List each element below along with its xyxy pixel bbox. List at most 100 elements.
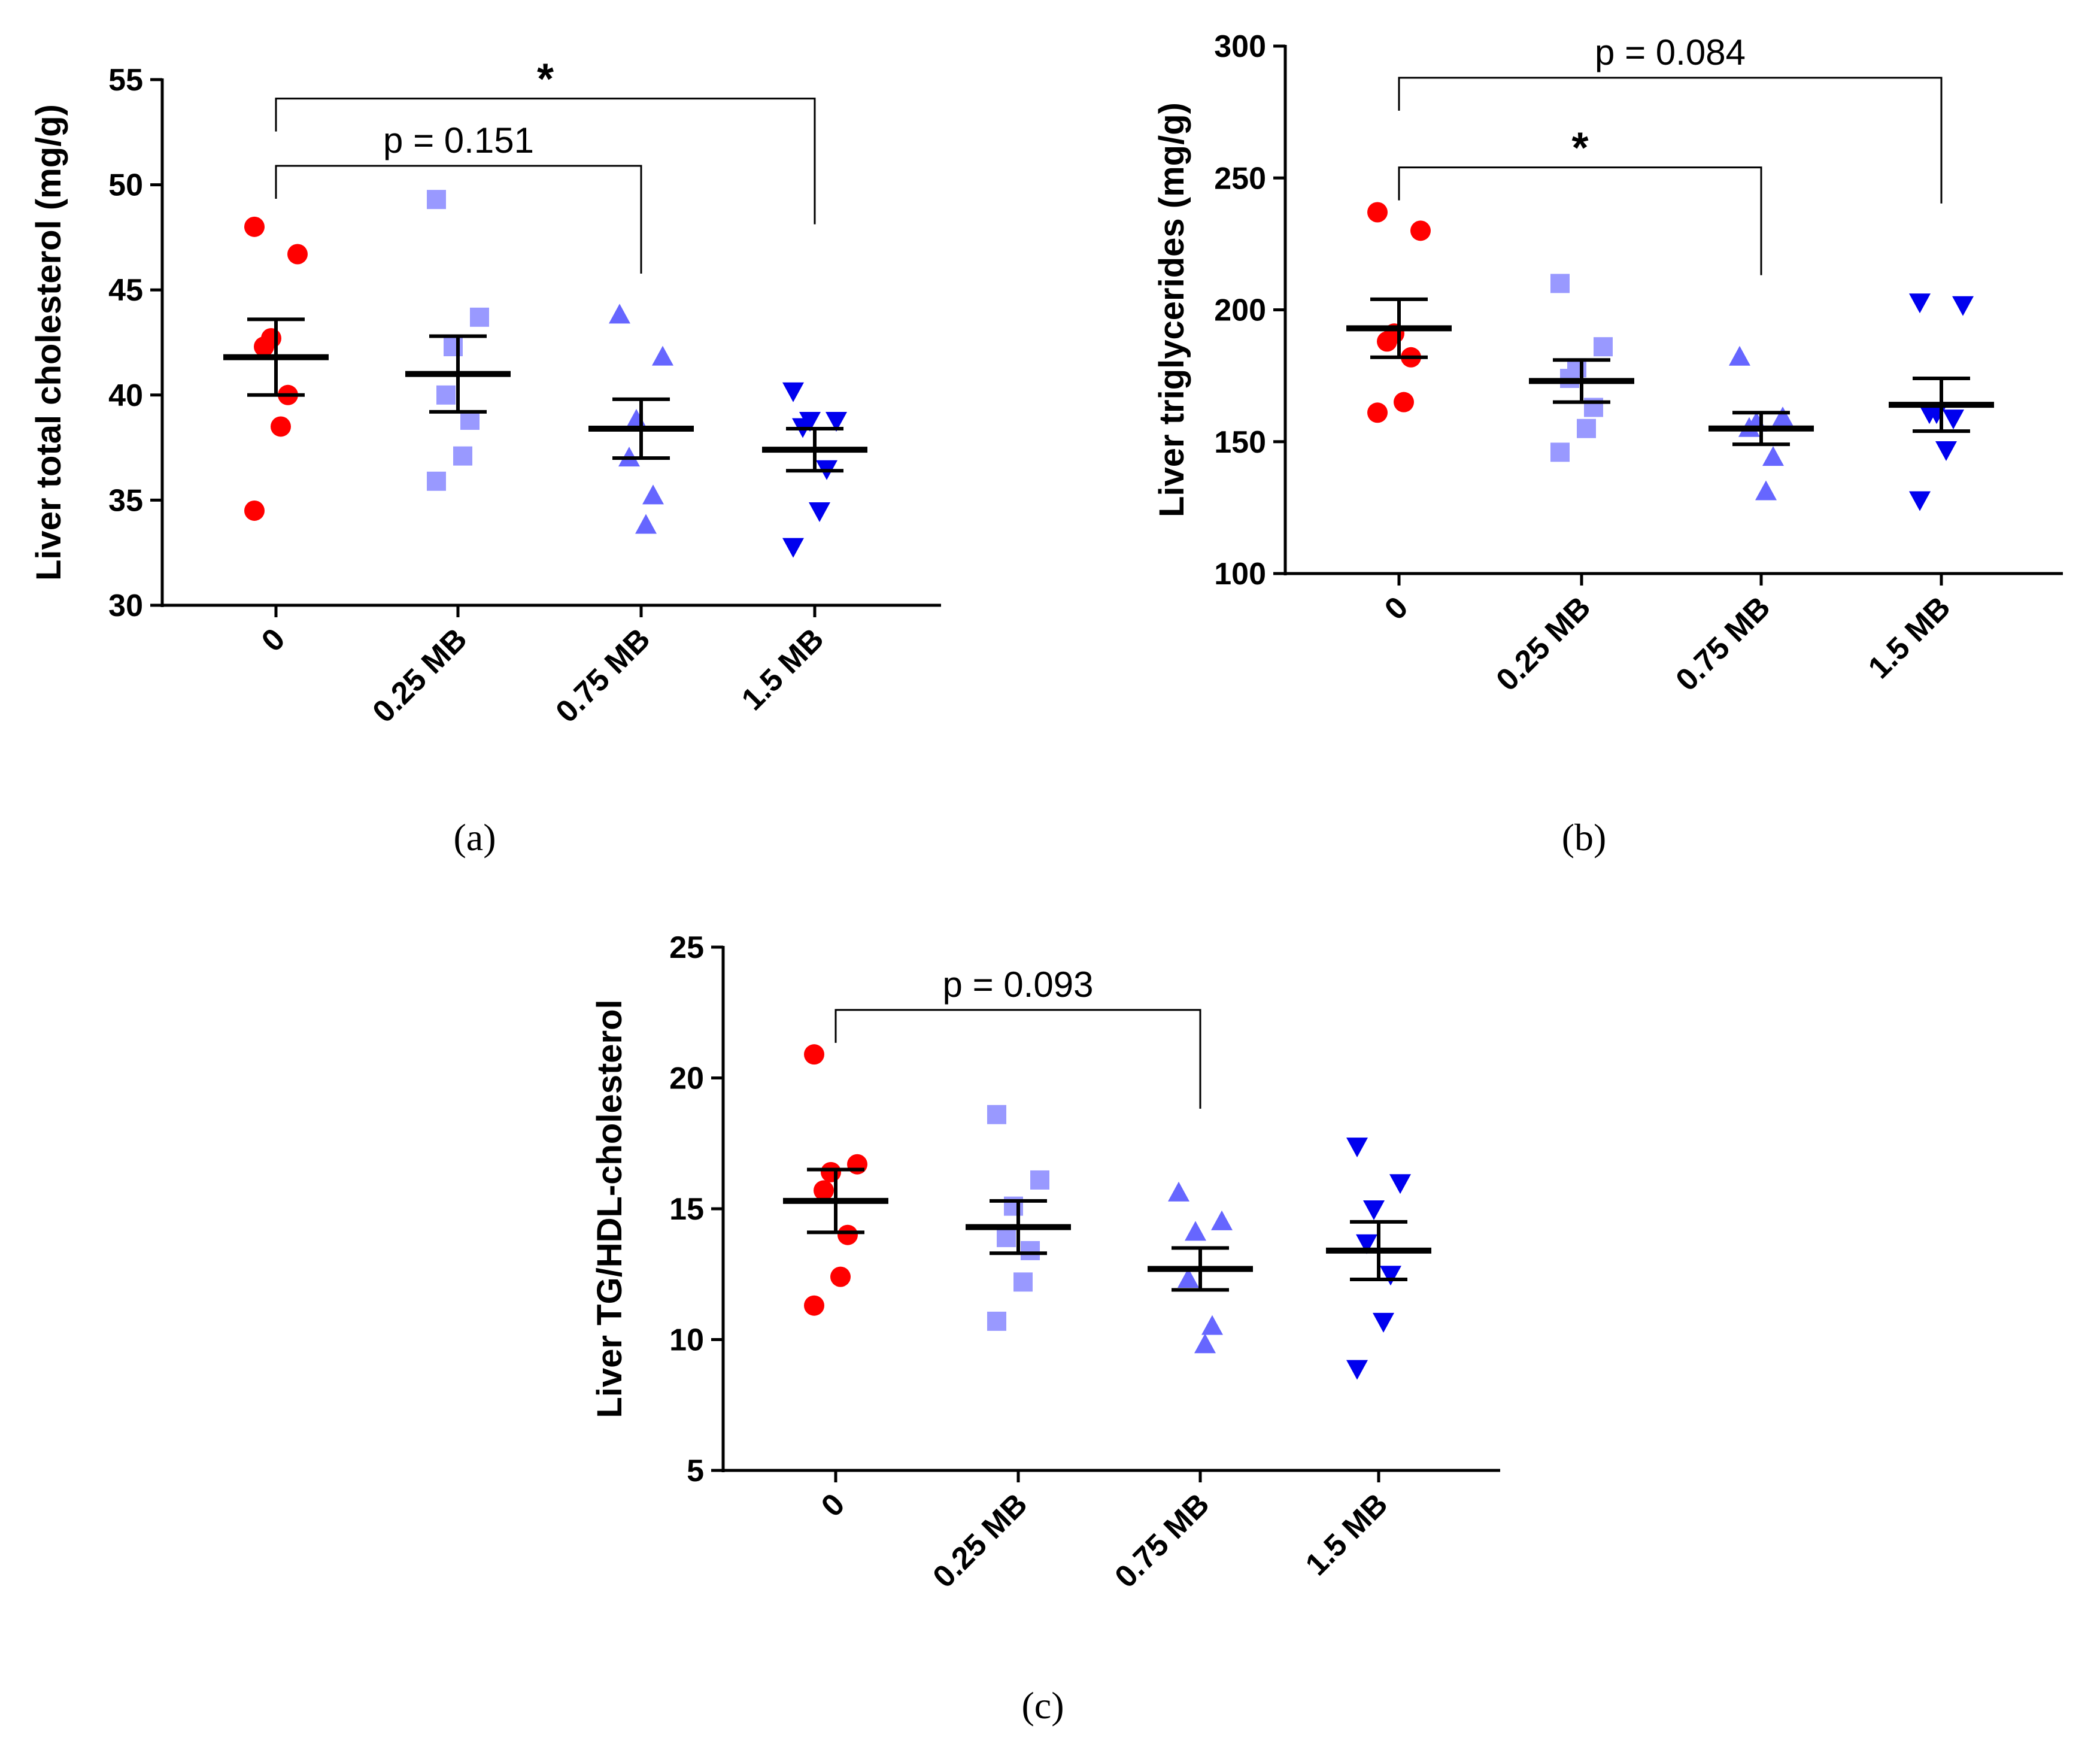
data-point — [987, 1105, 1006, 1124]
data-point — [821, 1161, 841, 1182]
data-point — [1909, 491, 1931, 511]
p-value-label: p = 0.151 — [383, 120, 534, 160]
y-tick-label: 250 — [1214, 161, 1266, 196]
bracket-line — [1398, 77, 1943, 204]
data-point — [1762, 446, 1784, 466]
x-tick-label: 0 — [815, 1487, 851, 1523]
data-point — [1550, 442, 1570, 462]
y-axis-label: Liver triglycerides (mg/g) — [1152, 102, 1191, 517]
significance-bracket: * — [275, 56, 816, 225]
series-0 — [1346, 202, 1452, 423]
series-3 — [1889, 293, 1994, 511]
data-point — [1367, 402, 1388, 423]
data-point — [1346, 1360, 1368, 1380]
y-tick-label: 55 — [108, 63, 143, 98]
y-tick-label: 45 — [108, 273, 143, 308]
data-point — [1013, 1272, 1033, 1292]
chart-panel-3: 5 10 15 20 25 Liver TG/HDL-cholesterol 0 0.25 M… — [590, 930, 1500, 1727]
data-point — [1377, 331, 1397, 352]
data-point — [460, 410, 480, 430]
data-point — [1373, 1312, 1394, 1333]
x-tick-label: 0.25 MB — [927, 1487, 1034, 1594]
data-point — [1389, 1174, 1411, 1194]
data-point — [1909, 293, 1931, 314]
chart-panel-1: 30 35 40 45 50 55 Liver total cholesterol (mg/… — [29, 56, 941, 859]
p-value-label: p = 0.093 — [943, 964, 1094, 1005]
data-point — [642, 484, 664, 505]
bracket-line — [1398, 166, 1762, 275]
series-0 — [783, 1044, 888, 1316]
x-tick-label: 0 — [1378, 590, 1415, 626]
data-point — [847, 1154, 867, 1175]
series-3 — [762, 382, 867, 558]
y-tick-label: 200 — [1214, 293, 1266, 328]
panel-label: (c) — [1021, 1684, 1064, 1727]
data-point — [782, 538, 804, 558]
data-point — [782, 382, 804, 402]
data-point — [1168, 1181, 1189, 1202]
significance-bracket: * — [1398, 125, 1762, 275]
data-point — [453, 446, 472, 466]
data-point — [1363, 1200, 1385, 1220]
data-point — [1185, 1221, 1206, 1241]
series-0 — [223, 216, 329, 521]
data-point — [1346, 1138, 1368, 1158]
data-point — [804, 1044, 824, 1065]
data-point — [804, 1295, 824, 1316]
data-point — [814, 1180, 834, 1201]
y-tick-label: 5 — [687, 1454, 704, 1488]
y-tick-label: 300 — [1214, 29, 1266, 64]
data-point — [1380, 1266, 1401, 1286]
data-point — [1410, 220, 1431, 241]
data-point — [244, 216, 265, 237]
x-tick-label: 0.75 MB — [550, 621, 657, 729]
y-tick-label: 25 — [669, 930, 704, 965]
data-point — [987, 1311, 1006, 1331]
data-point — [271, 416, 291, 437]
series-1 — [1529, 274, 1634, 462]
significance-bracket: p = 0.093 — [834, 964, 1201, 1109]
series-1 — [966, 1105, 1071, 1331]
data-point — [427, 471, 446, 491]
chart-panel-2: 100 150 200 250 300 Liver triglycerides (mg/g… — [1152, 29, 2063, 859]
data-point — [809, 502, 830, 522]
data-point — [1178, 1267, 1199, 1288]
data-point — [1030, 1170, 1049, 1190]
data-point — [444, 337, 463, 357]
data-point — [470, 307, 489, 327]
x-tick-label: 1.5 MB — [735, 621, 831, 717]
data-point — [244, 500, 265, 521]
data-point — [1194, 1333, 1216, 1354]
data-point — [1729, 345, 1750, 366]
data-point — [1772, 407, 1794, 427]
p-value-label: p = 0.084 — [1595, 32, 1746, 72]
data-point — [830, 1266, 851, 1287]
data-point — [1755, 480, 1777, 501]
x-tick-label: 0.25 MB — [1490, 590, 1598, 697]
data-point — [1919, 404, 1940, 424]
x-tick-label: 0.75 MB — [1670, 590, 1777, 697]
y-tick-label: 150 — [1214, 425, 1266, 460]
data-point — [1577, 418, 1596, 438]
y-tick-label: 100 — [1214, 557, 1266, 592]
data-point — [1394, 392, 1414, 413]
data-point — [609, 304, 630, 324]
data-point — [1367, 202, 1388, 223]
data-point — [635, 514, 657, 534]
data-point — [1943, 410, 1964, 430]
x-tick-label: 1.5 MB — [1862, 590, 1958, 686]
data-point — [287, 244, 308, 265]
data-point — [1201, 1315, 1223, 1335]
y-tick-label: 20 — [669, 1061, 704, 1096]
data-point — [1952, 296, 1974, 316]
data-point — [826, 411, 847, 432]
panel-label: (a) — [453, 816, 496, 859]
y-tick-label: 10 — [669, 1323, 704, 1358]
x-tick-label: 1.5 MB — [1299, 1487, 1395, 1582]
data-point — [652, 345, 673, 366]
x-tick-label: 0.25 MB — [366, 621, 474, 729]
x-tick-label: 0 — [255, 621, 292, 658]
data-point — [1550, 274, 1570, 293]
data-point — [427, 190, 446, 210]
